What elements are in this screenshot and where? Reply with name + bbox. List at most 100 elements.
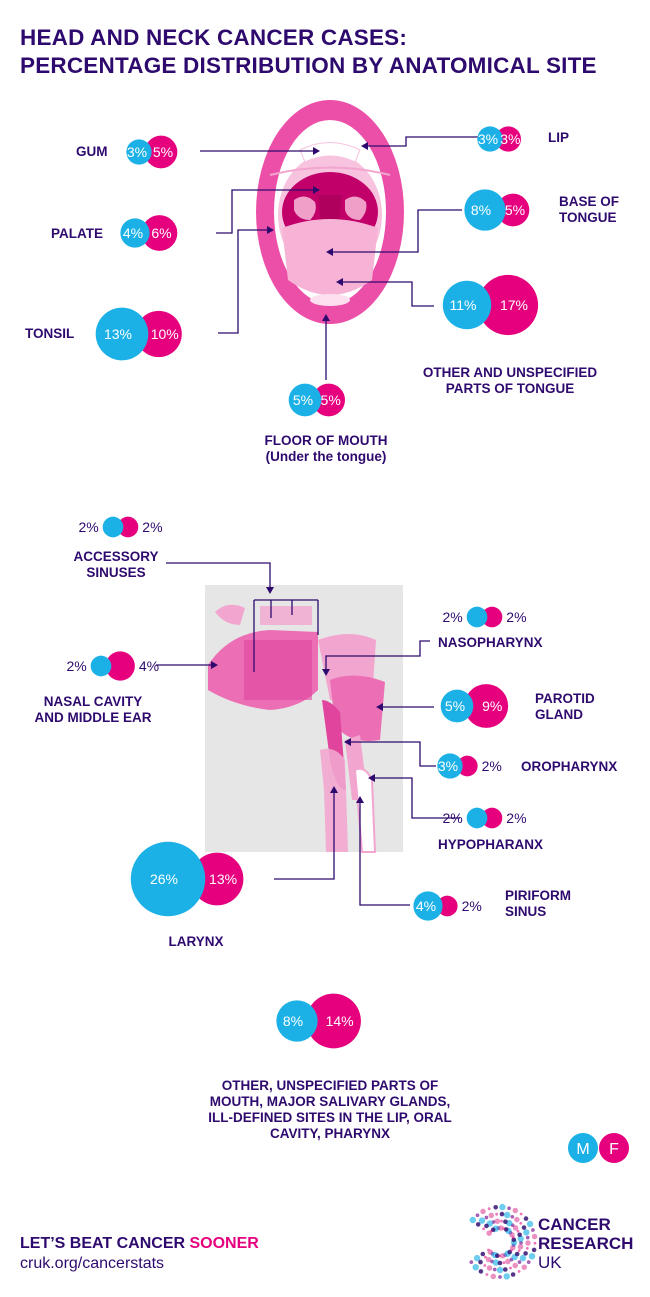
logo-dot <box>492 1267 497 1272</box>
bubble-male-11 <box>437 753 463 779</box>
logo-dot <box>531 1228 535 1232</box>
label-larynx: LARYNX <box>168 934 223 949</box>
logo-line-3: UK <box>538 1253 562 1272</box>
site-labels: GUM LIP PALATE BASE OF TONGUE TONSIL OTHE… <box>25 130 619 1141</box>
legend-female-dot <box>599 1133 629 1163</box>
logo-dot <box>484 1223 489 1229</box>
bubble-female-2 <box>141 215 178 251</box>
logo-dot <box>495 1212 498 1216</box>
male-value-2: 4% <box>123 225 143 241</box>
female-value-3: 5% <box>505 202 525 218</box>
logo-dot <box>486 1230 492 1236</box>
title-line-2: PERCENTAGE DISTRIBUTION BY ANATOMICAL SI… <box>20 53 597 78</box>
logo-dot <box>531 1233 538 1240</box>
legend-female-label: F <box>609 1141 619 1158</box>
logo-dot <box>485 1273 489 1276</box>
logo-dot <box>503 1273 510 1280</box>
logo-dot <box>503 1267 508 1272</box>
logo-dot <box>523 1216 529 1221</box>
female-value-12: 2% <box>506 810 526 826</box>
female-value-9: 2% <box>506 609 526 625</box>
logo-dot <box>510 1214 515 1219</box>
logo-dot <box>514 1216 520 1223</box>
male-value-10: 5% <box>445 698 465 714</box>
footer-url-link[interactable]: cruk.org/cancerstats <box>20 1255 165 1272</box>
bubble-male-7 <box>102 516 124 538</box>
bubble-male-6 <box>288 383 322 417</box>
connector-palate <box>216 189 316 234</box>
male-value-12: 2% <box>442 810 462 826</box>
bubble-female-7 <box>117 516 139 538</box>
bubble-female-5 <box>477 274 539 336</box>
bubble-female-9 <box>481 606 503 628</box>
bubble-male-0 <box>126 139 152 165</box>
logo-dot <box>517 1243 524 1250</box>
connector-larynx <box>274 790 335 880</box>
connector-lines <box>156 136 478 906</box>
female-value-2: 6% <box>151 225 171 241</box>
logo-dot <box>523 1229 530 1236</box>
label-other-tongue: OTHER AND UNSPECIFIED PARTS OF TONGUE <box>423 365 598 396</box>
legend: M F <box>568 1133 629 1163</box>
logo-dot <box>517 1235 524 1242</box>
connector-tonsil <box>218 229 270 334</box>
male-value-4: 13% <box>104 326 132 342</box>
bubble-male-2 <box>120 218 150 248</box>
cancer-research-uk-logo-text: CANCER RESEARCH UK <box>538 1215 633 1272</box>
footer-tagline-block: LET’S BEAT CANCER SOONER cruk.org/cancer… <box>20 1234 259 1274</box>
bubble-series: 3% 5%3% 3%4% 6%8% 5%13% 10%11% 17%5% 5%2% 2%2% 4%… <box>66 126 539 1049</box>
logo-dot <box>525 1235 530 1240</box>
female-value-6: 5% <box>321 392 341 408</box>
bubble-male-9 <box>466 606 488 628</box>
label-tonsil: TONSIL <box>25 326 74 341</box>
logo-dot <box>475 1222 481 1227</box>
logo-dot <box>521 1225 527 1230</box>
connector-arrowheads <box>211 142 383 803</box>
bubble-male-15 <box>276 1000 318 1042</box>
logo-dot <box>521 1264 528 1270</box>
logo-dot <box>517 1270 521 1273</box>
logo-dot <box>517 1249 521 1252</box>
legend-male-label: M <box>576 1141 589 1158</box>
label-parotid-gland: PAROTID GLAND <box>535 691 595 722</box>
logo-dot <box>495 1253 500 1258</box>
logo-dot <box>525 1240 531 1246</box>
label-nasopharynx: NASOPHARYNX <box>438 635 543 650</box>
logo-dot <box>482 1227 486 1231</box>
logo-dot <box>505 1258 511 1265</box>
logo-dot <box>514 1251 520 1257</box>
logo-dot <box>469 1260 474 1264</box>
logo-dot <box>499 1211 505 1217</box>
bubble-male-8 <box>90 655 112 677</box>
logo-dot <box>473 1254 481 1262</box>
logo-dot <box>517 1260 522 1264</box>
label-other-mouth: OTHER, UNSPECIFIED PARTS OF MOUTH, MAJOR … <box>208 1078 452 1141</box>
bubble-female-0 <box>144 135 178 169</box>
logo-dot <box>512 1262 518 1269</box>
logo-dot <box>519 1221 523 1225</box>
mouth-illustration <box>256 100 404 324</box>
logo-dot <box>531 1247 537 1253</box>
logo-dot <box>523 1251 528 1256</box>
female-value-5: 17% <box>500 297 528 313</box>
tagline-text: LET’S BEAT CANCER <box>20 1235 190 1252</box>
logo-dot <box>519 1254 527 1262</box>
bubble-male-10 <box>440 689 474 723</box>
male-value-15: 8% <box>283 1013 303 1029</box>
connector-lip <box>365 136 478 147</box>
bubble-male-1 <box>477 126 503 152</box>
bubble-male-5 <box>442 280 492 330</box>
female-value-14: 2% <box>462 898 482 914</box>
label-lip: LIP <box>548 130 569 145</box>
female-value-11: 2% <box>482 758 502 774</box>
male-value-14: 4% <box>416 898 436 914</box>
male-value-13: 26% <box>150 871 178 887</box>
label-nasal-cavity: NASAL CAVITY AND MIDDLE EAR <box>35 694 152 725</box>
bubble-female-14 <box>436 895 458 917</box>
male-value-0: 3% <box>127 144 147 160</box>
logo-dot <box>480 1208 486 1215</box>
label-base-of-tongue: BASE OF TONGUE <box>559 194 619 225</box>
page-title: HEAD AND NECK CANCER CASES: PERCENTAGE D… <box>20 24 597 80</box>
logo-dot <box>480 1251 486 1257</box>
